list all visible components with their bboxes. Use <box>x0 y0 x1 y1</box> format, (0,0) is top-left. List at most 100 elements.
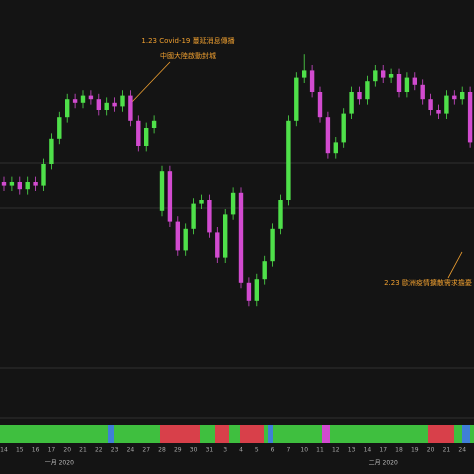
candle-body <box>1 182 7 186</box>
x-tick-label: 29 <box>174 447 182 454</box>
candle-body <box>246 282 252 301</box>
candle-body <box>317 92 323 118</box>
x-tick-label: 24 <box>127 447 135 454</box>
candle-body <box>396 74 402 92</box>
candle-body <box>104 102 109 110</box>
candle-body <box>333 142 338 154</box>
stripe <box>160 425 200 443</box>
candle-body <box>286 120 291 200</box>
stripe <box>322 425 330 443</box>
annotation: 2.23 歐洲疫情擴散需求擔憂 <box>384 278 472 287</box>
candle-body <box>65 99 70 118</box>
x-tick-label: 20 <box>63 447 71 454</box>
x-tick-label: 22 <box>95 447 103 454</box>
candle-body <box>9 182 15 186</box>
candle-body <box>309 70 315 92</box>
x-tick-label: 17 <box>48 447 56 454</box>
x-tick-label: 14 <box>0 447 8 454</box>
candle-body <box>302 70 307 78</box>
stripe <box>462 425 470 443</box>
candle-body <box>412 77 417 85</box>
x-tick-label: 4 <box>239 447 243 454</box>
x-tick-label: 13 <box>348 447 356 454</box>
x-tick-label: 30 <box>190 447 198 454</box>
month-label: 二月 2020 <box>369 460 398 467</box>
stripe <box>428 425 454 443</box>
x-tick-label: 21 <box>79 447 87 454</box>
candle-body <box>404 77 410 92</box>
month-label: 一月 2020 <box>45 460 74 467</box>
candle-body <box>341 113 346 143</box>
candle-body <box>57 117 62 139</box>
candle-body <box>294 77 299 121</box>
candle-body <box>88 95 94 100</box>
candle-body <box>80 95 86 103</box>
x-tick-label: 20 <box>427 447 435 454</box>
indicator-stripes <box>108 425 470 443</box>
annotation: 中國大陸啟動封城 <box>160 51 216 60</box>
x-tick-label: 14 <box>364 447 372 454</box>
x-tick-label: 27 <box>142 447 150 454</box>
candle-body <box>467 92 473 143</box>
candle-body <box>254 279 259 301</box>
candle-body <box>278 200 283 229</box>
stripe <box>215 425 229 443</box>
x-tick-label: 24 <box>458 447 466 454</box>
x-tick-label: 3 <box>223 447 227 454</box>
x-tick-label: 16 <box>32 447 40 454</box>
x-tick-label: 12 <box>332 447 340 454</box>
candle-body <box>460 92 465 100</box>
candle-body <box>436 110 441 114</box>
x-tick-label: 7 <box>286 447 290 454</box>
x-tick-label: 18 <box>395 447 403 454</box>
x-tick-label: 28 <box>158 447 166 454</box>
stripe <box>240 425 264 443</box>
candle-body <box>444 95 449 114</box>
candle-body <box>25 182 30 190</box>
candle-body <box>183 228 188 251</box>
candle-body <box>17 182 22 190</box>
annotation: 1.23 Covid-19 蔓延消息傳播 <box>141 36 234 45</box>
candle-body <box>159 171 165 211</box>
candle-body <box>388 74 394 78</box>
candle-body <box>238 192 244 283</box>
candle-body <box>325 117 331 154</box>
candle-body <box>230 192 236 215</box>
candle-body <box>215 232 220 258</box>
x-tick-label: 15 <box>16 447 24 454</box>
x-tick-label: 5 <box>255 447 259 454</box>
x-tick-label: 17 <box>379 447 387 454</box>
candle-body <box>373 70 378 82</box>
candle-body <box>72 99 78 103</box>
candle-body <box>120 95 125 107</box>
candle-body <box>191 203 196 229</box>
candle-body <box>207 200 212 233</box>
candle-body <box>128 95 133 121</box>
x-tick-label: 31 <box>206 447 214 454</box>
candle-body <box>349 92 354 114</box>
candle-body <box>136 120 141 146</box>
candle-body <box>49 138 54 164</box>
candle-body <box>167 171 173 222</box>
candle-body <box>96 99 101 110</box>
candle-body <box>41 164 46 186</box>
candle-body <box>33 182 38 186</box>
candle-body <box>381 70 386 78</box>
candle-body <box>428 99 433 110</box>
x-tick-label: 10 <box>300 447 308 454</box>
candle-body <box>452 95 457 100</box>
candle-body <box>365 81 370 100</box>
candle-body <box>151 120 157 128</box>
candle-body <box>223 214 228 258</box>
candle-body <box>144 128 149 146</box>
x-tick-label: 21 <box>443 447 451 454</box>
candle-body <box>357 92 362 100</box>
candle-body <box>175 221 180 251</box>
annotation-arrow <box>130 61 171 104</box>
candle-body <box>262 261 267 280</box>
annotation-arrow <box>447 251 463 279</box>
candle-body <box>199 200 204 204</box>
